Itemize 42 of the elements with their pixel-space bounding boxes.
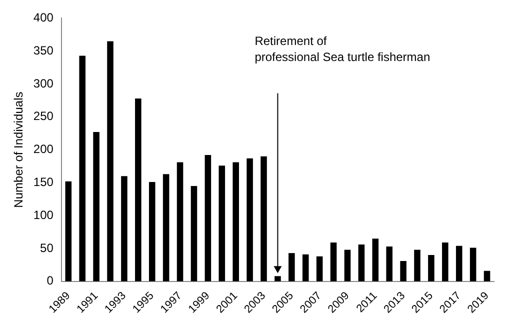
y-tick-label: 350 [33,43,54,58]
bar [372,238,379,282]
y-tick-label: 150 [33,174,54,189]
bar [330,242,337,282]
bar [484,270,490,282]
annotation: Retirement of professional Sea turtle fisherman [254,34,430,64]
bar [456,246,462,282]
bar [162,174,170,282]
bar [386,246,392,282]
bar [288,253,295,282]
y-tick-label: 300 [33,76,54,90]
bar [232,162,239,282]
bar [135,98,142,282]
bar [414,250,420,282]
bar [107,41,114,282]
y-tick-label: 250 [33,109,54,124]
bar [400,260,406,282]
bar [79,56,86,282]
bar [93,132,100,282]
y-tick-label: 400 [33,10,54,25]
bar [148,182,156,282]
bar [302,254,309,282]
y-tick-label: 0 [46,274,54,288]
bar [190,186,198,282]
bar [121,176,128,282]
bar [358,244,365,282]
bar [470,248,476,282]
bar [344,250,351,282]
bar [204,155,212,282]
bar [428,255,434,282]
y-axis-title: Number of Individuals [12,92,26,208]
bar [246,158,253,282]
y-tick-label: 100 [33,208,54,222]
y-tick-label: 200 [33,142,54,156]
bar [218,166,226,282]
bar [176,162,184,282]
bar [260,156,267,282]
bar [316,256,323,282]
bar [442,242,448,282]
y-tick-label: 50 [40,240,54,255]
bar [274,276,281,282]
bar [65,181,72,282]
